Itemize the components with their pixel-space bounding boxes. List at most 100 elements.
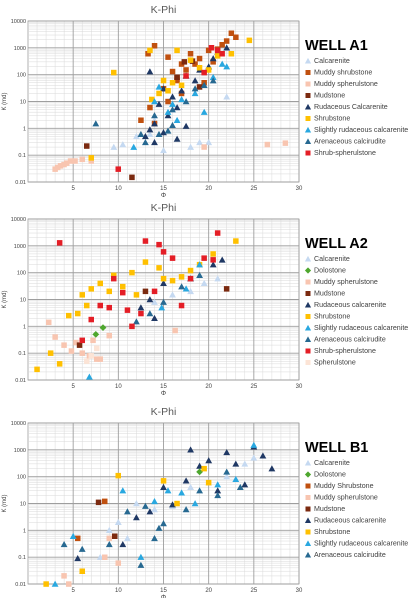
data-point [160,298,167,305]
data-point [214,47,221,54]
legend-marker [305,360,311,365]
legend-marker [305,81,311,87]
data-point [76,342,83,348]
legend-label: Muddy spherulstone [314,494,378,502]
data-point [196,84,203,90]
data-point [178,95,186,103]
data-point [191,500,199,507]
data-point [196,138,204,146]
x-tick-label: 15 [160,588,167,594]
chart-title: K-Phi [151,406,177,418]
series-arenaceous-calcirudite [60,468,244,568]
data-point [61,342,67,348]
data-point [145,51,151,57]
data-point [141,132,149,140]
legend-label: Shrubstone [314,313,350,321]
data-point [200,81,208,89]
data-point [114,518,122,526]
x-tick-label: 20 [205,186,212,192]
data-point [106,304,112,311]
series-muddy-shrubstone [138,30,239,127]
data-point [201,465,207,472]
x-tick-label: 20 [205,384,212,390]
data-point [259,452,267,459]
data-point [119,540,127,548]
data-point [132,318,140,325]
data-point [124,307,131,313]
data-point [209,73,217,81]
data-point [151,534,158,542]
data-point [218,256,226,263]
data-point [151,497,158,505]
chart-title: K-Phi [151,4,177,16]
series-muddy-shrubstone [75,498,108,542]
data-point [205,67,212,73]
legend-label: Arenaceous calcirudite [314,551,386,559]
y-tick-label: 0.1 [18,351,26,357]
data-point [92,330,100,338]
y-tick-label: 10 [20,298,26,304]
legend-label: Spherulstone [314,359,356,367]
data-point [88,286,94,292]
data-point [129,174,135,181]
x-tick-label: 10 [115,186,122,192]
data-point [79,292,85,298]
data-point [43,581,49,587]
data-point [187,483,195,491]
x-tick-label: 5 [71,384,75,390]
data-point [183,67,189,73]
data-point [160,478,167,484]
data-point [120,283,126,290]
data-point [209,55,217,62]
x-tick-label: 30 [296,384,303,390]
series-dolostone [196,468,204,476]
data-point [105,526,113,534]
data-point [88,316,94,323]
data-point [110,143,118,150]
data-point [106,535,112,542]
legend-label: Muddy shrubstone [314,69,372,77]
data-point [218,60,226,67]
data-point [164,112,172,119]
legend-marker [304,540,312,546]
data-point [174,74,180,80]
data-point [56,361,63,367]
data-point [151,43,158,49]
data-point [55,164,61,171]
chart-panel-1: 5 10 15 20 25 30 0.01 0.1 1 10 100 1000 10000 K-Phi Φ K… [2,4,408,199]
data-point [57,163,64,169]
data-point [205,138,213,146]
legend-label: Mudstone [314,290,345,298]
data-point [160,520,167,527]
data-point [90,337,96,344]
data-point [147,47,153,54]
data-point [151,288,158,295]
data-point [85,373,93,380]
series-muddy-spherulstone [52,140,289,172]
data-point [119,141,127,148]
data-point [191,77,199,84]
chart-panel-3: 5 10 15 20 25 30 0.01 0.1 1 10 100 1000 10000 K-Phi Φ K… [2,406,408,598]
x-axis-label: Φ [161,192,166,199]
data-point [191,85,199,92]
legend-label: Dolostone [314,471,346,479]
data-point [156,265,162,271]
chart-title: K-Phi [151,202,177,214]
legend-marker [305,291,311,296]
data-point [151,98,158,105]
x-axis-label: Φ [161,594,166,598]
data-point [92,120,100,127]
data-point [172,327,178,334]
data-point [268,465,276,472]
data-point [164,108,172,115]
data-point [79,350,85,356]
data-point [155,130,163,138]
data-point [182,98,190,105]
data-point [178,82,185,88]
data-point [173,104,181,111]
x-tick-label: 20 [205,588,212,594]
legend-marker [304,103,312,110]
data-point [146,130,154,138]
data-point [178,489,186,496]
legend-marker [305,529,311,535]
